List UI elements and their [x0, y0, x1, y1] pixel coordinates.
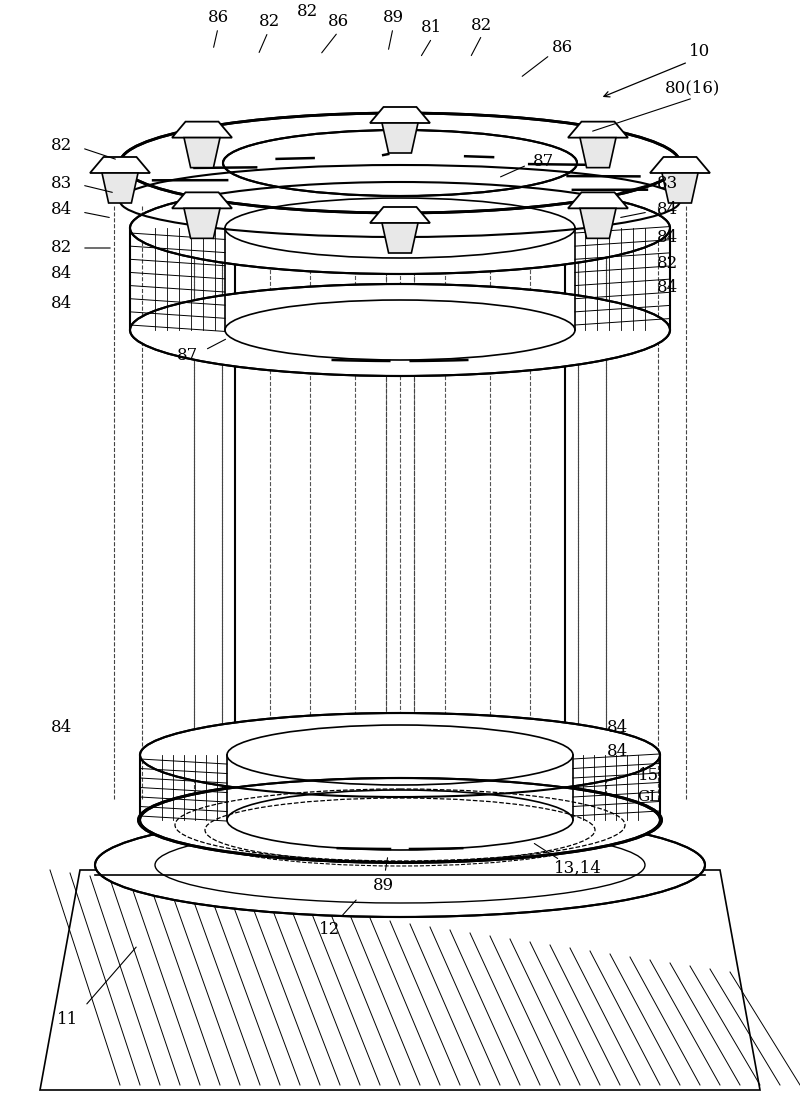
- Text: 82: 82: [51, 137, 73, 153]
- Text: 84: 84: [658, 280, 678, 297]
- Text: 80(16): 80(16): [666, 80, 721, 97]
- Text: 87: 87: [178, 347, 198, 363]
- Polygon shape: [40, 870, 760, 1090]
- Polygon shape: [382, 223, 418, 253]
- Text: 84: 84: [658, 201, 678, 219]
- Polygon shape: [662, 173, 698, 203]
- Text: 82: 82: [298, 3, 318, 20]
- Text: 84: 84: [51, 201, 73, 219]
- Text: GL: GL: [637, 790, 659, 804]
- Polygon shape: [172, 192, 232, 209]
- Polygon shape: [580, 138, 616, 168]
- Text: 82: 82: [471, 17, 493, 33]
- Text: 81: 81: [422, 20, 442, 37]
- Ellipse shape: [235, 147, 565, 203]
- Polygon shape: [102, 173, 138, 203]
- Text: 89: 89: [382, 10, 403, 27]
- Text: 82: 82: [259, 13, 281, 30]
- Text: 84: 84: [51, 720, 73, 737]
- Text: 84: 84: [607, 720, 629, 737]
- Polygon shape: [370, 207, 430, 223]
- Text: 82: 82: [658, 254, 678, 271]
- Ellipse shape: [95, 813, 705, 917]
- Text: 87: 87: [532, 153, 554, 170]
- Text: 11: 11: [58, 1011, 78, 1029]
- Ellipse shape: [140, 713, 660, 797]
- Polygon shape: [184, 209, 220, 239]
- Text: 15: 15: [638, 767, 658, 783]
- Text: 84: 84: [658, 230, 678, 247]
- Ellipse shape: [120, 113, 680, 213]
- Ellipse shape: [138, 777, 662, 863]
- Polygon shape: [90, 157, 150, 173]
- Text: 86: 86: [207, 10, 229, 27]
- Polygon shape: [568, 192, 628, 209]
- Polygon shape: [370, 107, 430, 123]
- Text: 10: 10: [690, 43, 710, 60]
- Ellipse shape: [130, 182, 670, 274]
- Text: 83: 83: [51, 174, 73, 191]
- Text: 84: 84: [51, 294, 73, 311]
- Text: 83: 83: [658, 174, 678, 191]
- Polygon shape: [568, 121, 628, 138]
- Text: 13,14: 13,14: [554, 860, 602, 877]
- Ellipse shape: [140, 778, 660, 862]
- Text: 84: 84: [607, 743, 629, 761]
- Polygon shape: [580, 209, 616, 239]
- Text: 89: 89: [373, 877, 394, 893]
- Ellipse shape: [223, 130, 577, 196]
- Text: 86: 86: [327, 13, 349, 30]
- Polygon shape: [184, 138, 220, 168]
- Text: 82: 82: [51, 239, 73, 256]
- Ellipse shape: [130, 284, 670, 376]
- Polygon shape: [382, 123, 418, 153]
- Text: 12: 12: [319, 921, 341, 939]
- Polygon shape: [650, 157, 710, 173]
- Polygon shape: [172, 121, 232, 138]
- Text: 86: 86: [551, 40, 573, 57]
- Text: 84: 84: [51, 264, 73, 281]
- Ellipse shape: [235, 772, 565, 828]
